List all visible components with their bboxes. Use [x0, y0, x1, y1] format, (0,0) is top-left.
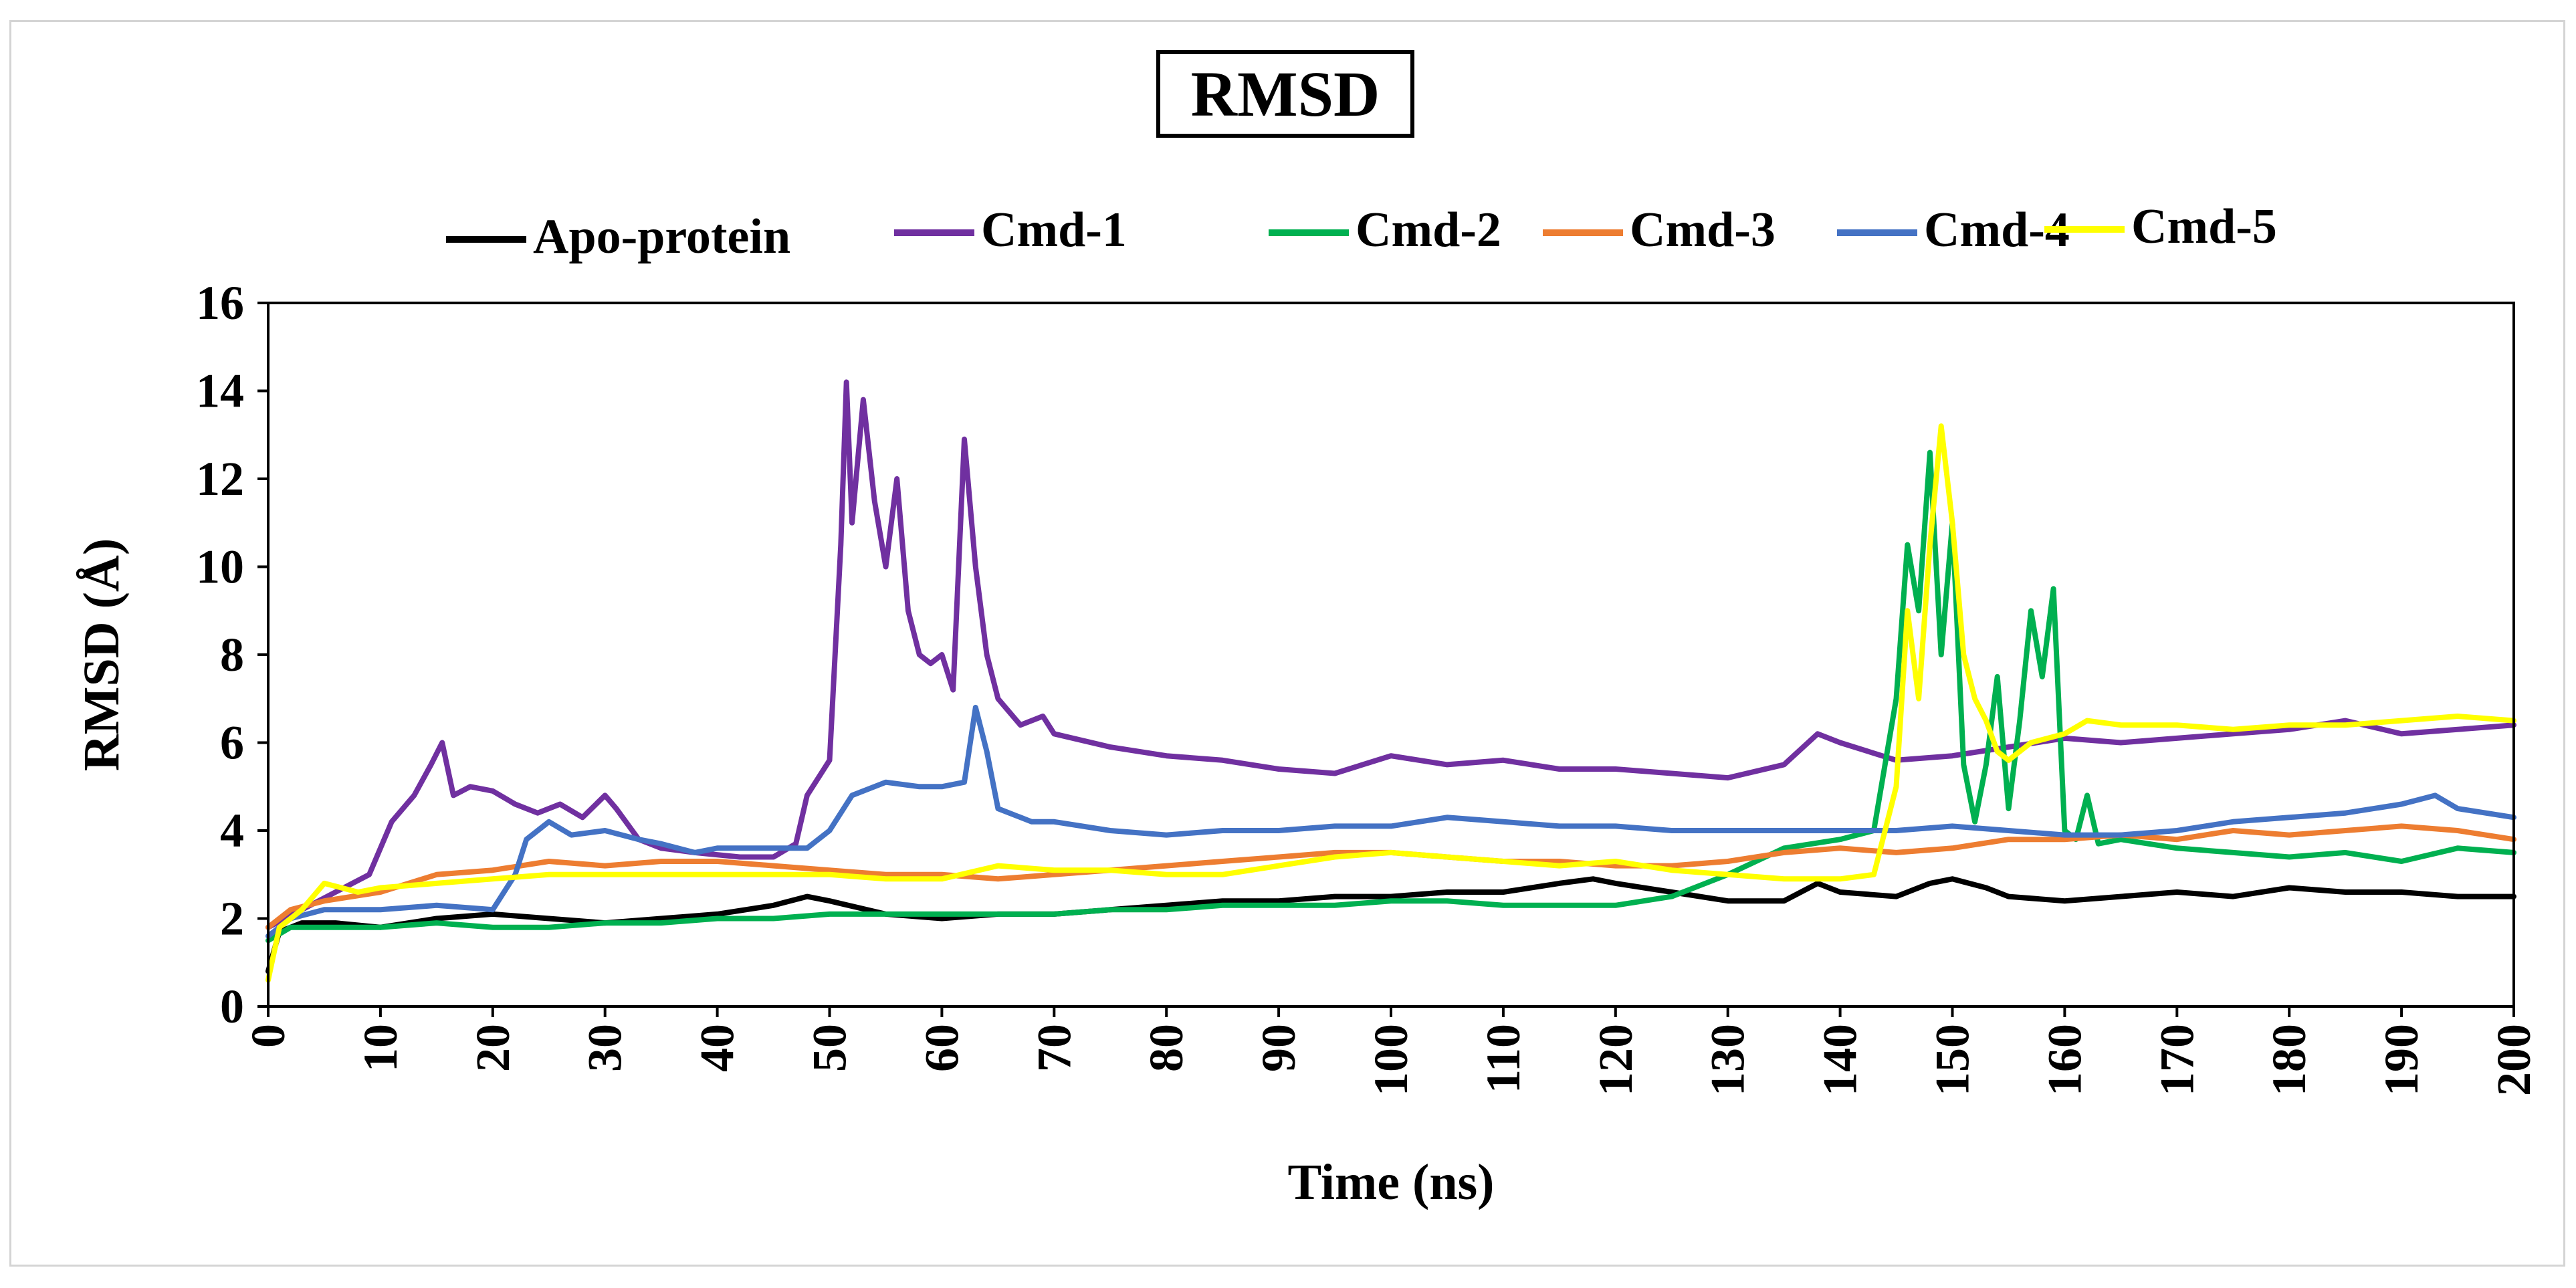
axes: 0 10 20 30 40 50 60 70 80 90 100 110 120 130 140 150 160…	[196, 276, 2541, 1096]
x-tick-label: 110	[1477, 1024, 1530, 1093]
x-tick-label: 70	[1027, 1024, 1081, 1072]
x-tick-label: 160	[2038, 1024, 2091, 1096]
plot-series	[265, 379, 2516, 983]
x-tick-label: 20	[466, 1024, 520, 1072]
legend-label: Cmd-5	[2131, 199, 2277, 254]
x-tick-label: 0	[241, 1024, 295, 1048]
legend-item-cmd-4: Cmd-4	[1837, 203, 2070, 257]
legend-item-apo-protein: Apo-protein	[446, 209, 790, 264]
y-tick-label: 16	[196, 276, 244, 330]
x-tick-label: 130	[1701, 1024, 1755, 1096]
x-tick-label: 140	[1814, 1024, 1867, 1096]
y-tick-label: 14	[196, 364, 244, 418]
legend-label: Apo-protein	[533, 209, 790, 264]
x-tick-label: 120	[1589, 1024, 1642, 1096]
rmsd-chart: RMSD Apo-protein Cmd-1 Cmd-2 Cmd-3 Cmd-4 Cmd-…	[74, 50, 2541, 1210]
y-tick-label: 10	[196, 540, 244, 594]
x-tick-label: 150	[1926, 1024, 1979, 1096]
x-tick-label: 190	[2375, 1024, 2428, 1096]
chart-title: RMSD	[1191, 58, 1380, 130]
x-tick-label: 170	[2150, 1024, 2204, 1096]
series-line-cmd-4	[265, 704, 2516, 939]
y-tick-label: 12	[196, 452, 244, 506]
legend-label: Cmd-2	[1356, 203, 1501, 257]
x-tick-label: 60	[915, 1024, 968, 1072]
legend-item-cmd-1: Cmd-1	[894, 203, 1127, 257]
series-line-cmd-5	[265, 423, 2516, 983]
x-tick-label: 40	[691, 1024, 744, 1072]
x-tick-label: 30	[578, 1024, 632, 1072]
chart-title-group: RMSD	[1156, 50, 1414, 138]
y-tick-label: 2	[220, 892, 244, 946]
y-tick-label: 6	[220, 716, 244, 770]
legend: Apo-protein Cmd-1 Cmd-2 Cmd-3 Cmd-4 Cmd-5	[446, 199, 2277, 264]
legend-item-cmd-2: Cmd-2	[1269, 203, 1501, 257]
x-tick-label: 50	[803, 1024, 857, 1072]
x-tick-label: 80	[1140, 1024, 1193, 1072]
legend-label: Cmd-3	[1630, 203, 1776, 257]
x-tick-label: 10	[354, 1024, 407, 1072]
legend-label: Cmd-1	[981, 203, 1127, 257]
y-tick-label: 8	[220, 628, 244, 681]
y-tick-label: 4	[220, 804, 244, 857]
x-tick-label: 200	[2487, 1024, 2541, 1096]
series-line-cmd-1	[265, 379, 2516, 930]
x-axis-label: Time (ns)	[1288, 1154, 1495, 1210]
legend-item-cmd-5: Cmd-5	[2044, 199, 2277, 254]
plot-area-border	[267, 302, 2515, 1008]
y-axis-label: RMSD (Å)	[74, 538, 130, 771]
x-tick-label: 90	[1252, 1024, 1305, 1072]
x-tick-label: 180	[2262, 1024, 2316, 1096]
x-tick-label: 100	[1364, 1024, 1418, 1096]
legend-item-cmd-3: Cmd-3	[1543, 203, 1776, 257]
y-tick-label: 0	[220, 980, 244, 1033]
chart-frame: RMSD Apo-protein Cmd-1 Cmd-2 Cmd-3 Cmd-4 Cmd-…	[9, 20, 2565, 1267]
series-line-cmd-2	[265, 449, 2516, 944]
chart-title-box	[1156, 50, 1414, 138]
